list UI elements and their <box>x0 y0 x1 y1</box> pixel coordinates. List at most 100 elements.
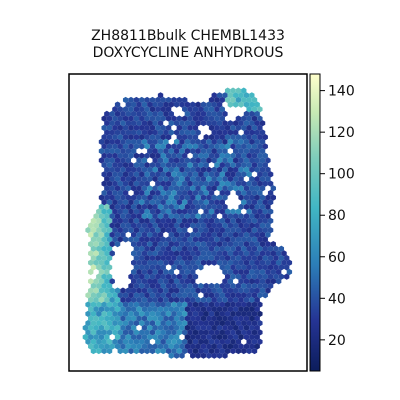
hexbin-cell <box>109 296 115 303</box>
hexbin-cell <box>216 101 223 108</box>
hexbin-cell <box>227 315 234 322</box>
hexbin-cell <box>128 124 134 131</box>
hexbin-cell <box>125 324 132 331</box>
hexbin-cell <box>106 217 113 224</box>
hexbin-cell <box>187 282 193 290</box>
hexbin-cell <box>235 301 242 308</box>
hexbin-cell <box>216 250 223 257</box>
hexbin-cell <box>96 301 102 308</box>
hexbin-cell <box>270 194 276 201</box>
hexbin-cell <box>98 296 105 303</box>
hexbin-cell <box>133 338 140 345</box>
hexbin-cell <box>157 129 164 136</box>
hexbin-cell <box>216 194 223 201</box>
hexbin-cell <box>147 306 153 313</box>
hexbin-cell <box>251 329 258 336</box>
hexbin-cell <box>241 143 247 150</box>
hexbin-cell <box>241 124 247 131</box>
hexbin-cell <box>165 347 172 355</box>
hexbin-cell <box>251 96 258 104</box>
hexbin-cell <box>184 324 191 331</box>
hexbin-cell <box>184 175 191 183</box>
hexbin-cell <box>163 343 169 350</box>
colorbar-tick-label: 20 <box>328 333 346 349</box>
hexbin-cell <box>149 245 156 252</box>
hexbin-cell <box>88 222 94 229</box>
hexbin-cell <box>224 161 231 169</box>
hexbin-cell <box>131 324 137 331</box>
hexbin-cell <box>109 315 115 322</box>
hexbin-cell <box>157 194 164 201</box>
hexbin-cell <box>238 222 244 229</box>
hexbin-cell <box>176 180 183 187</box>
hexbin-cell <box>219 227 225 234</box>
hexbin-cell <box>230 320 236 327</box>
hexbin-cell <box>152 259 158 266</box>
hexbin-cell <box>222 306 228 313</box>
hexbin-cell <box>251 347 258 355</box>
hexbin-cell <box>147 278 153 285</box>
hexbin-cell <box>230 347 236 355</box>
hexbin-cell <box>144 124 150 131</box>
hexbin-cell <box>109 203 115 210</box>
hexbin-cell <box>187 245 193 252</box>
hexbin-cell <box>251 143 258 150</box>
hexbin-cell <box>208 106 215 113</box>
hexbin-cell <box>182 106 188 113</box>
hexbin-cell <box>273 264 279 271</box>
hexbin-cell <box>190 101 196 108</box>
hexbin-cell <box>98 334 105 341</box>
hexbin-cell <box>104 222 110 229</box>
hexbin-cell <box>254 101 260 108</box>
hexbin-cell <box>222 138 228 145</box>
hexbin-cell <box>222 148 228 155</box>
hexbin-cell <box>211 324 217 331</box>
hexbin-cell <box>157 259 164 266</box>
hexbin-cell <box>163 268 169 276</box>
hexbin-cell <box>211 296 217 303</box>
hexbin-cell <box>109 231 115 238</box>
hexbin-cell <box>214 208 220 215</box>
hexbin-cell <box>168 268 174 276</box>
hexbin-cell <box>214 301 220 308</box>
hexbin-cell <box>243 278 250 285</box>
hexbin-cell <box>219 245 225 252</box>
hexbin-cell <box>106 152 113 159</box>
hexbin-cell <box>259 278 266 285</box>
hexbin-cell <box>114 148 121 155</box>
hexbin-cell <box>243 231 250 238</box>
hexbin-cell <box>120 194 126 201</box>
hexbin-cell <box>147 259 153 266</box>
hexbin-cell <box>200 101 207 108</box>
hexbin-cell <box>192 189 199 197</box>
hexbin-cell <box>149 161 156 169</box>
hexbin-cell <box>214 161 220 169</box>
hexbin-cell <box>249 166 255 173</box>
hexbin-cell <box>149 347 156 355</box>
hexbin-cell <box>149 292 156 299</box>
hexbin-cell <box>144 189 150 197</box>
hexbin-cell <box>254 334 260 341</box>
hexbin-cell <box>222 287 228 294</box>
hexbin-cell <box>190 306 196 313</box>
hexbin-cell <box>139 310 145 317</box>
hexbin-cell <box>104 343 110 350</box>
hexbin-cell <box>101 301 107 308</box>
hexbin-cell <box>112 301 118 308</box>
hexbin-cell <box>101 217 107 224</box>
hexbin-cell <box>195 250 201 257</box>
hexbin-cell <box>141 166 148 173</box>
hexbin-cell <box>109 250 115 257</box>
hexbin-cell <box>131 138 137 145</box>
hexbin-cell <box>259 129 266 136</box>
hexbin-cell <box>251 310 258 317</box>
hexbin-cell <box>101 227 107 234</box>
hexbin-cell <box>160 254 166 262</box>
hexbin-cell <box>104 120 110 127</box>
hexbin-cell <box>238 268 244 276</box>
hexbin-cell <box>200 334 207 341</box>
hexbin-cell <box>168 110 174 117</box>
hexbin-cell <box>192 273 199 280</box>
hexbin-cell <box>144 227 150 234</box>
hexbin-cell <box>173 157 180 164</box>
